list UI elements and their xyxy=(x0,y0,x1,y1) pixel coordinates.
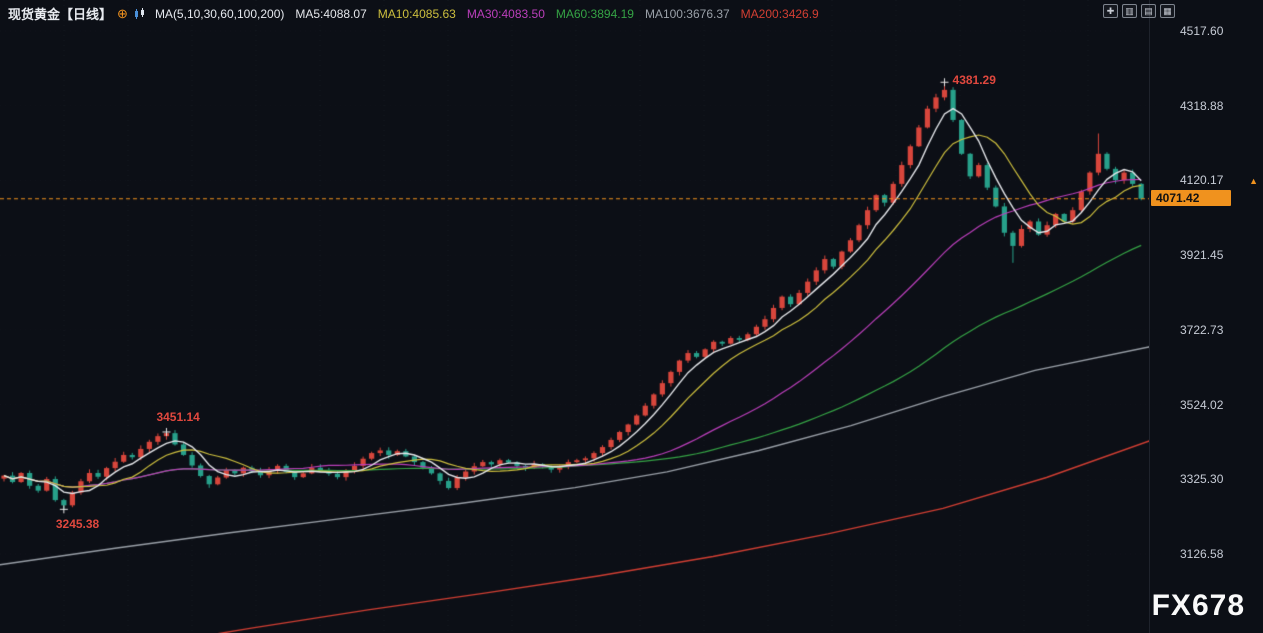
axis-price-label: 3921.45 xyxy=(1180,248,1224,263)
ma30-value: MA30:4083.50 xyxy=(466,6,545,21)
annotation-swing-high: 3451.14 xyxy=(156,409,200,424)
axis-price-label: 4120.17 xyxy=(1180,173,1224,188)
axis-price-label: 4517.60 xyxy=(1180,24,1224,38)
grid-view-icon[interactable]: ▦ xyxy=(1160,4,1175,18)
ma10-value: MA10:4085.63 xyxy=(377,6,456,21)
axis-price-label: 3722.73 xyxy=(1180,322,1224,337)
ma60-value: MA60:3894.19 xyxy=(555,6,634,21)
axis-price-label: 4318.88 xyxy=(1180,98,1224,113)
ma100-value: MA100:3676.37 xyxy=(644,6,730,21)
period-label: 【日线】 xyxy=(60,7,113,22)
price-axis[interactable]: 4517.60 4318.88 4120.17 3921.45 3722.73 … xyxy=(1149,0,1263,633)
bar-view-icon[interactable]: ▤ xyxy=(1141,4,1156,18)
mini-candles-icon[interactable] xyxy=(134,7,146,20)
annotation-swing-low: 3245.38 xyxy=(55,517,100,532)
chart-toolbar: ✚ ▥ ▤ ▦ xyxy=(1103,4,1175,18)
add-indicator-icon[interactable]: ⊕ xyxy=(117,5,128,21)
annotation-peak-price: 4381.29 xyxy=(952,73,996,88)
ma-settings-label[interactable]: MA(5,10,30,60,100,200) xyxy=(154,6,285,21)
axis-price-label: 3524.02 xyxy=(1180,397,1224,412)
axis-price-label: 3325.30 xyxy=(1180,472,1224,487)
candlestick-view-icon[interactable]: ▥ xyxy=(1122,4,1137,18)
ma200-value: MA200:3426.9 xyxy=(740,6,819,21)
ma5-value: MA5:4088.07 xyxy=(295,6,367,21)
chart-header: 现货黄金 【日线】 ⊕ MA(5,10,30,60,100,200) MA5:4… xyxy=(8,4,819,23)
watermark-logo: FX678 xyxy=(1151,589,1245,622)
axis-price-label: 3126.58 xyxy=(1180,547,1224,561)
last-price-tag: 4071.42 xyxy=(1151,189,1231,206)
pan-move-icon[interactable]: ✚ xyxy=(1103,4,1118,18)
price-chart-canvas[interactable] xyxy=(0,0,1150,633)
latest-price-arrow-icon[interactable]: ▲ xyxy=(1249,175,1258,186)
symbol-title: 现货黄金 xyxy=(8,7,61,22)
